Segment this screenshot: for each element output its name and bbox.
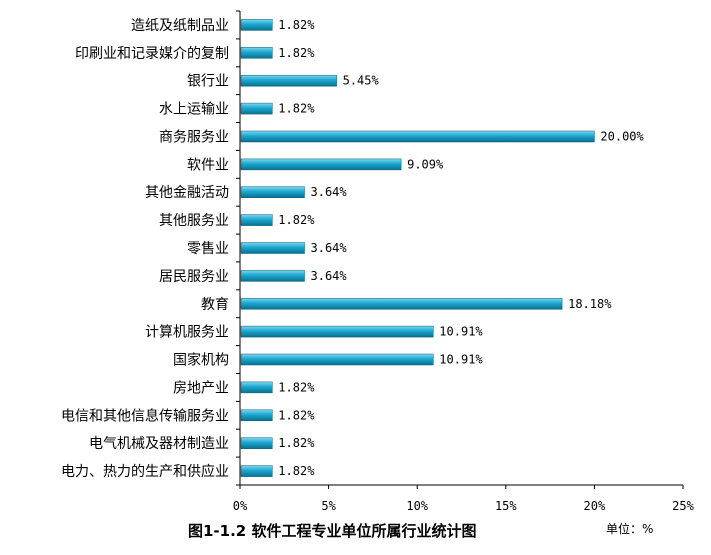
bar: [240, 102, 273, 115]
x-tick-label: 0%: [233, 499, 248, 513]
category-label: 软件业: [187, 157, 229, 173]
category-label: 计算机服务业: [145, 325, 229, 341]
data-label: 18.18%: [568, 297, 612, 311]
bar: [240, 298, 563, 310]
data-label: 3.64%: [311, 185, 348, 199]
data-label: 3.64%: [311, 241, 348, 255]
category-label: 零售业: [187, 241, 229, 257]
bar: [240, 381, 273, 394]
data-label: 3.64%: [311, 269, 348, 283]
category-label: 房地产业: [173, 380, 229, 396]
data-label: 1.82%: [278, 408, 315, 422]
bar: [240, 270, 305, 282]
bar: [240, 47, 273, 59]
category-label: 其他金融活动: [145, 185, 229, 201]
category-label: 电信和其他信息传输服务业: [61, 407, 229, 424]
bar: [240, 186, 305, 198]
x-tick-label: 15%: [495, 499, 517, 513]
category-label: 印刷业和记录媒介的复制: [75, 45, 229, 62]
category-label: 教育: [201, 297, 229, 313]
data-label: 10.91%: [439, 353, 483, 367]
data-label: 20.00%: [600, 130, 644, 144]
data-label: 1.82%: [278, 46, 315, 60]
category-label: 国家机构: [173, 352, 229, 369]
category-label: 其他服务业: [159, 213, 229, 229]
bar: [240, 465, 273, 477]
category-label: 商务服务业: [159, 130, 229, 146]
data-label: 1.82%: [278, 102, 315, 116]
x-tick-label: 5%: [321, 499, 336, 513]
bar: [240, 130, 595, 143]
x-tick-label: 20%: [584, 499, 606, 513]
bar: [240, 19, 273, 31]
category-label: 电气机械及器材制造业: [89, 436, 229, 452]
category-label: 居民服务业: [159, 269, 229, 285]
bar: [240, 74, 337, 87]
category-label: 造纸及纸制品业: [131, 18, 229, 34]
data-label: 1.82%: [278, 18, 315, 32]
x-tick-label: 25%: [672, 499, 694, 513]
bar: [240, 325, 434, 338]
bar: [240, 437, 273, 449]
category-label: 电力、热力的生产和供应业: [61, 463, 229, 480]
category-label: 银行业: [187, 74, 229, 90]
category-label: 水上运输业: [159, 102, 229, 118]
unit-label: 单位：%: [606, 522, 654, 536]
data-label: 1.82%: [278, 213, 315, 227]
bar: [240, 242, 305, 254]
bar: [240, 158, 402, 171]
chart-title: 图1-1.2 软件工程专业单位所属行业统计图: [188, 522, 477, 540]
data-label: 1.82%: [278, 380, 315, 394]
data-label: 10.91%: [439, 325, 483, 339]
data-label: 1.82%: [278, 436, 315, 450]
bar: [240, 214, 273, 226]
x-tick-label: 10%: [406, 499, 428, 513]
bar: [240, 353, 434, 366]
data-label: 9.09%: [407, 157, 444, 171]
data-label: 1.82%: [278, 464, 315, 478]
data-label: 5.45%: [343, 74, 380, 88]
bar: [240, 409, 273, 422]
